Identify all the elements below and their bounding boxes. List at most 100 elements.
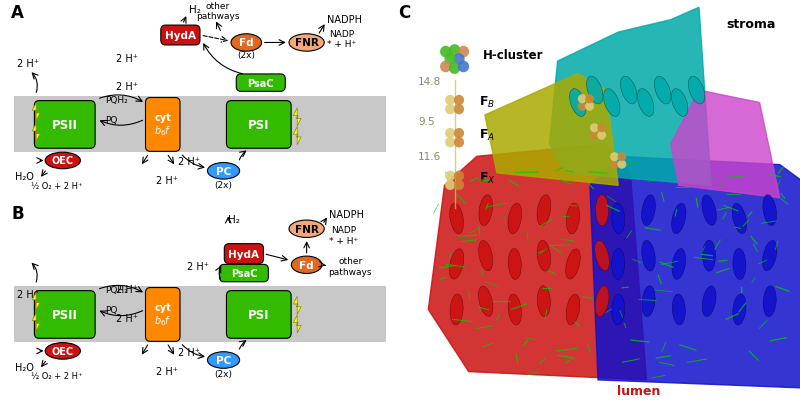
Ellipse shape — [458, 47, 469, 58]
Ellipse shape — [454, 138, 464, 148]
Ellipse shape — [603, 90, 620, 117]
Text: HydA: HydA — [229, 249, 259, 259]
FancyBboxPatch shape — [161, 26, 200, 46]
Ellipse shape — [449, 45, 460, 57]
Text: PSII: PSII — [52, 119, 78, 132]
Ellipse shape — [445, 138, 455, 148]
Ellipse shape — [702, 241, 715, 271]
Ellipse shape — [654, 77, 671, 104]
Text: H-cluster: H-cluster — [483, 49, 543, 62]
Text: stroma: stroma — [727, 18, 776, 31]
Ellipse shape — [672, 294, 686, 325]
Ellipse shape — [45, 343, 81, 359]
Text: 2 H⁺: 2 H⁺ — [178, 157, 200, 167]
Text: PQH₂: PQH₂ — [105, 285, 127, 294]
Ellipse shape — [450, 294, 463, 325]
Polygon shape — [294, 297, 301, 315]
Polygon shape — [32, 124, 40, 142]
Ellipse shape — [508, 249, 522, 280]
Text: ½ O₂ + 2 H⁺: ½ O₂ + 2 H⁺ — [31, 181, 82, 190]
Ellipse shape — [612, 204, 625, 234]
Ellipse shape — [585, 95, 594, 104]
Text: Fd: Fd — [239, 38, 254, 48]
Ellipse shape — [566, 204, 579, 234]
Ellipse shape — [570, 90, 586, 117]
Text: 2 H⁺: 2 H⁺ — [186, 261, 209, 271]
Ellipse shape — [642, 241, 655, 271]
Ellipse shape — [478, 241, 493, 271]
Text: H₂: H₂ — [228, 215, 240, 225]
Text: 9.5: 9.5 — [418, 117, 435, 127]
Text: PSI: PSI — [248, 308, 270, 321]
FancyBboxPatch shape — [146, 288, 180, 342]
Polygon shape — [294, 109, 301, 127]
Polygon shape — [294, 315, 301, 333]
Ellipse shape — [732, 204, 746, 234]
Ellipse shape — [207, 352, 239, 368]
Ellipse shape — [445, 54, 456, 66]
Text: 2 H⁺: 2 H⁺ — [117, 313, 138, 323]
Ellipse shape — [702, 195, 716, 226]
Text: 2 H⁺: 2 H⁺ — [117, 82, 138, 92]
Text: H₂O: H₂O — [15, 172, 34, 182]
Ellipse shape — [479, 195, 493, 226]
Ellipse shape — [586, 77, 603, 104]
Ellipse shape — [478, 286, 493, 317]
Ellipse shape — [585, 102, 594, 112]
Text: cyt
$b_6f$: cyt $b_6f$ — [154, 302, 171, 328]
FancyBboxPatch shape — [146, 98, 180, 152]
Text: PsaC: PsaC — [230, 268, 257, 278]
Text: other
pathways: other pathways — [329, 257, 372, 276]
Ellipse shape — [566, 249, 580, 280]
Text: 2 H⁺: 2 H⁺ — [156, 366, 178, 376]
Ellipse shape — [642, 286, 655, 317]
Ellipse shape — [702, 286, 716, 317]
Text: 2 H⁺: 2 H⁺ — [178, 347, 200, 357]
Ellipse shape — [445, 180, 455, 191]
Polygon shape — [294, 127, 301, 145]
Ellipse shape — [289, 35, 324, 52]
Ellipse shape — [538, 241, 550, 271]
Ellipse shape — [618, 160, 626, 169]
Text: 2 H⁺: 2 H⁺ — [18, 289, 39, 299]
Ellipse shape — [445, 95, 455, 106]
Text: HydA: HydA — [165, 31, 196, 41]
FancyBboxPatch shape — [226, 101, 291, 149]
Ellipse shape — [449, 63, 460, 75]
Ellipse shape — [508, 204, 522, 234]
FancyBboxPatch shape — [219, 265, 269, 282]
Ellipse shape — [597, 124, 606, 133]
Text: PQH₂: PQH₂ — [105, 95, 127, 104]
Ellipse shape — [566, 294, 580, 325]
Ellipse shape — [672, 249, 686, 280]
Ellipse shape — [672, 204, 686, 234]
Ellipse shape — [610, 153, 619, 162]
Ellipse shape — [590, 131, 599, 140]
Ellipse shape — [454, 171, 464, 181]
FancyBboxPatch shape — [226, 291, 291, 339]
Ellipse shape — [612, 294, 625, 325]
Text: 14.8: 14.8 — [418, 77, 442, 87]
Text: OEC: OEC — [52, 346, 74, 356]
Polygon shape — [32, 292, 40, 311]
Text: H₂: H₂ — [189, 5, 201, 15]
Ellipse shape — [454, 54, 465, 66]
FancyBboxPatch shape — [34, 291, 95, 339]
Ellipse shape — [454, 95, 464, 106]
Ellipse shape — [537, 195, 550, 226]
Text: (2x): (2x) — [214, 369, 233, 378]
Text: PQ: PQ — [105, 305, 117, 314]
Ellipse shape — [450, 204, 463, 234]
Ellipse shape — [638, 90, 654, 117]
Ellipse shape — [594, 241, 610, 271]
Ellipse shape — [688, 77, 705, 104]
FancyBboxPatch shape — [224, 244, 263, 264]
Ellipse shape — [454, 104, 464, 115]
Ellipse shape — [538, 286, 550, 317]
Ellipse shape — [454, 180, 464, 191]
Polygon shape — [32, 313, 40, 331]
Polygon shape — [485, 74, 618, 186]
Text: H₂O: H₂O — [15, 362, 34, 372]
Ellipse shape — [289, 221, 324, 238]
FancyBboxPatch shape — [236, 75, 286, 92]
